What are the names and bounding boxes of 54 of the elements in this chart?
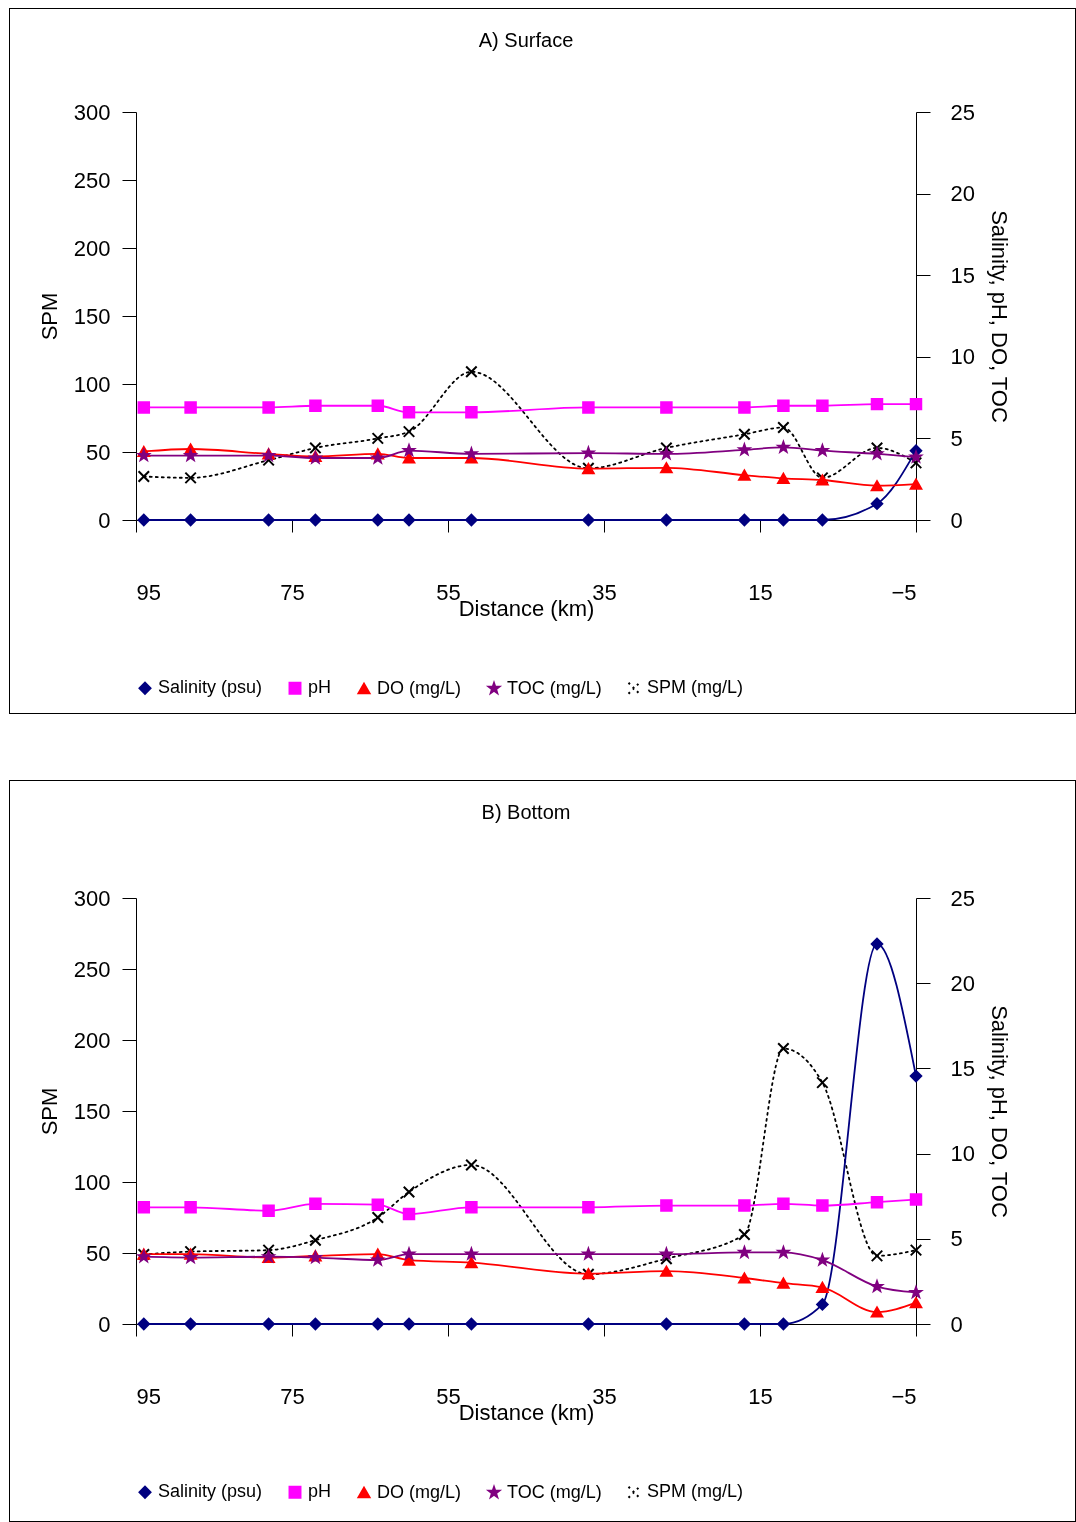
y-tick-label: 200 bbox=[73, 1027, 111, 1053]
legend-label: pH bbox=[308, 677, 332, 698]
y2-tick-label: 20 bbox=[950, 181, 975, 207]
y-tick-label: 200 bbox=[73, 235, 111, 261]
chart-title: A) Surface bbox=[478, 29, 574, 51]
x-tick-label: 15 bbox=[748, 1383, 773, 1409]
y2-tick-label: 25 bbox=[950, 99, 975, 125]
y2-tick-label: 5 bbox=[950, 425, 963, 451]
x-tick-label: 15 bbox=[748, 579, 773, 605]
legend-label: SPM (mg/L) bbox=[647, 677, 744, 698]
x-tick-label: 95 bbox=[136, 1383, 161, 1409]
legend-label: pH bbox=[308, 1481, 332, 1502]
y-tick-label: 0 bbox=[98, 507, 111, 533]
y-axis-title: SPM bbox=[36, 1087, 62, 1136]
y2-tick-label: 0 bbox=[950, 1311, 963, 1337]
legend-label: DO (mg/L) bbox=[377, 677, 462, 698]
y2-tick-label: 15 bbox=[950, 1055, 975, 1081]
y2-tick-label: 20 bbox=[950, 970, 975, 996]
y-tick-label: 300 bbox=[73, 885, 111, 911]
legend-label: Salinity (psu) bbox=[158, 1481, 263, 1502]
legend-label: SPM (mg/L) bbox=[647, 1481, 744, 1502]
y2-tick-label: 5 bbox=[950, 1226, 963, 1252]
y-tick-label: 100 bbox=[73, 371, 111, 397]
y2-tick-label: 15 bbox=[950, 262, 975, 288]
y-tick-label: 300 bbox=[73, 99, 111, 125]
y-tick-label: 100 bbox=[73, 1169, 111, 1195]
legend-label: TOC (mg/L) bbox=[507, 677, 602, 698]
y2-tick-label: 0 bbox=[950, 507, 963, 533]
x-tick-label: 35 bbox=[592, 1383, 617, 1409]
chart-title: B) Bottom bbox=[481, 801, 571, 823]
legend-label: DO (mg/L) bbox=[377, 1481, 462, 1502]
x-tick-label: −5 bbox=[891, 1383, 917, 1409]
y2-axis-title: Salinity, pH, DO, TOC bbox=[986, 1005, 1012, 1218]
y-tick-label: 150 bbox=[73, 303, 111, 329]
x-tick-label: 75 bbox=[280, 579, 305, 605]
y-tick-label: 150 bbox=[73, 1098, 111, 1124]
y-axis-title: SPM bbox=[36, 292, 62, 341]
y-tick-label: 250 bbox=[73, 167, 111, 193]
y-tick-label: 50 bbox=[86, 1240, 111, 1266]
y-tick-label: 0 bbox=[98, 1311, 111, 1337]
x-tick-label: 75 bbox=[280, 1383, 305, 1409]
legend-label: TOC (mg/L) bbox=[507, 1481, 602, 1502]
y-tick-label: 250 bbox=[73, 956, 111, 982]
y2-tick-label: 10 bbox=[950, 1141, 975, 1167]
x-tick-label: 55 bbox=[436, 1383, 461, 1409]
x-tick-label: 95 bbox=[136, 579, 161, 605]
y2-tick-label: 25 bbox=[950, 885, 975, 911]
x-tick-label: 55 bbox=[436, 579, 461, 605]
x-tick-label: −5 bbox=[891, 579, 917, 605]
x-tick-label: 35 bbox=[592, 579, 617, 605]
legend-label: Salinity (psu) bbox=[158, 677, 263, 698]
y2-tick-label: 10 bbox=[950, 344, 975, 370]
y-tick-label: 50 bbox=[86, 439, 111, 465]
y2-axis-title: Salinity, pH, DO, TOC bbox=[986, 210, 1012, 423]
